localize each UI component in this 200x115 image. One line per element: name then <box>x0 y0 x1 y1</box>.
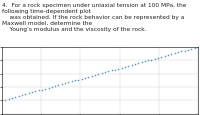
Text: 4.  For a rock specimen under uniaxial tension at 100 MPa, the following time-de: 4. For a rock specimen under uniaxial te… <box>2 3 186 31</box>
